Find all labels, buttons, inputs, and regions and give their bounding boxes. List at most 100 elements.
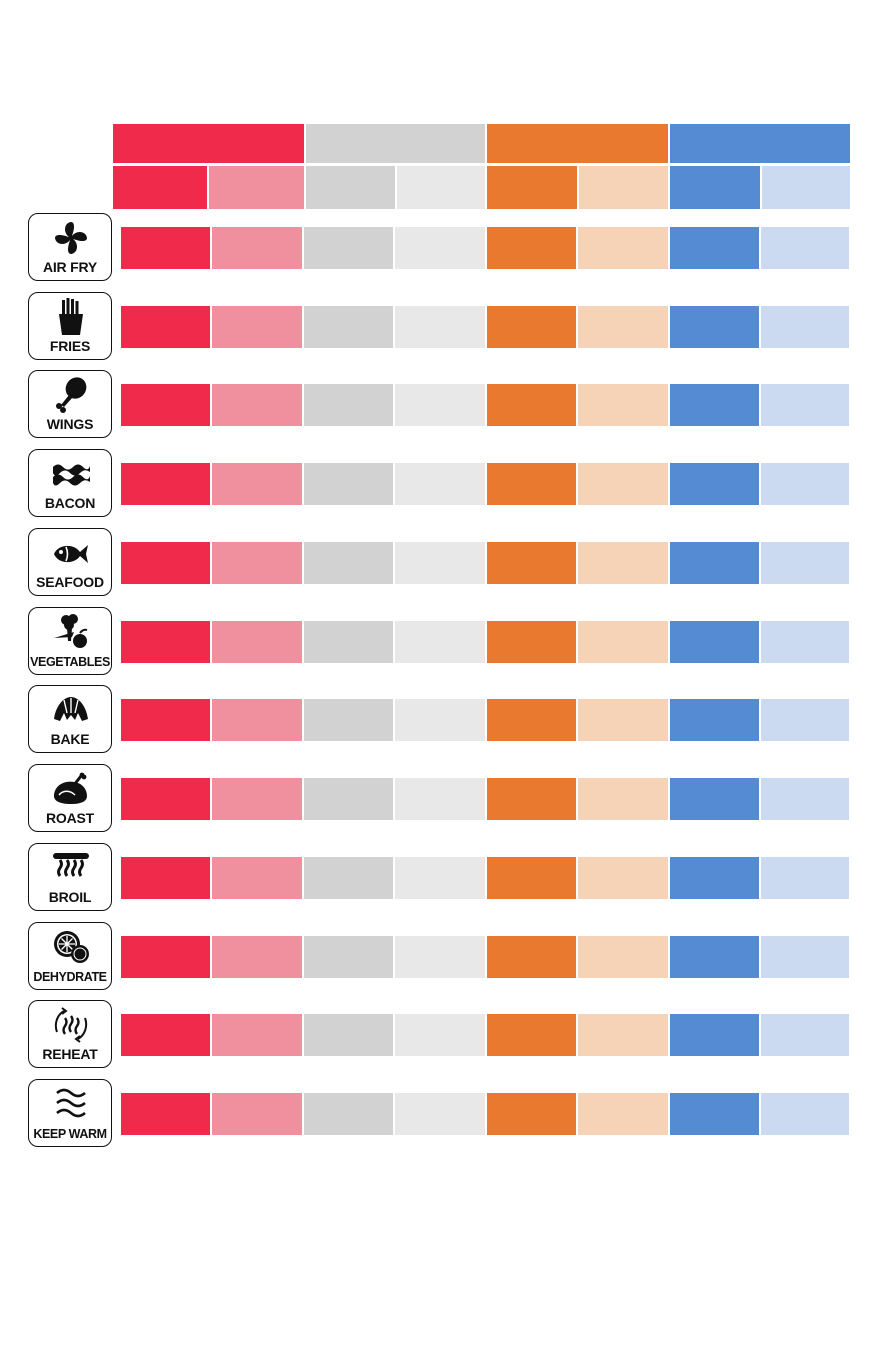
cell-r9-c2 [212,857,302,899]
cell-r1-c6 [578,227,668,269]
cell-r5-c1 [121,542,210,584]
preset-label-air-fry: AIR FRY [42,259,98,275]
cell-r4-c7 [670,463,759,505]
cell-r5-c4 [395,542,485,584]
cell-r5-c8 [761,542,849,584]
roast-chicken-icon [54,772,87,804]
cell-r2-c8 [761,306,849,348]
cell-r2-c7 [670,306,759,348]
cell-r2-c3 [304,306,393,348]
cell-r9-c4 [395,857,485,899]
preset-label-broil: BROIL [48,889,92,905]
cell-r4-c6 [578,463,668,505]
cell-r3-c3 [304,384,393,426]
fish-icon [54,545,88,563]
preset-button-vegetables[interactable]: VEGETABLES [28,607,112,675]
cell-r8-c7 [670,778,759,820]
preset-label-vegetables: VEGETABLES [30,655,110,669]
cell-r7-c6 [578,699,668,741]
subheader-blue-1 [670,166,760,209]
cell-r9-c3 [304,857,393,899]
preset-button-reheat[interactable]: REHEAT [28,1000,112,1068]
preset-button-bacon[interactable]: BACON [28,449,112,517]
cell-r8-c1 [121,778,210,820]
preset-label-wings: WINGS [46,416,94,432]
cell-r6-c1 [121,621,210,663]
preset-button-fries[interactable]: FRIES [28,292,112,360]
cell-r10-c5 [487,936,576,978]
preset-button-roast[interactable]: ROAST [28,764,112,832]
cell-r1-c3 [304,227,393,269]
cell-r11-c6 [578,1014,668,1056]
chicken-leg-icon [56,377,87,413]
cell-r10-c8 [761,936,849,978]
preset-label-fries: FRIES [49,338,91,354]
cell-r6-c4 [395,621,485,663]
subheader-orange-1 [487,166,577,209]
preset-button-bake[interactable]: BAKE [28,685,112,753]
cell-r2-c1 [121,306,210,348]
cell-r8-c2 [212,778,302,820]
cell-r11-c7 [670,1014,759,1056]
cell-r4-c3 [304,463,393,505]
cell-r6-c5 [487,621,576,663]
cell-r1-c5 [487,227,576,269]
cell-r4-c1 [121,463,210,505]
cell-r12-c6 [578,1093,668,1135]
cell-r12-c7 [670,1093,759,1135]
subheader-red-1 [113,166,207,209]
preset-label-roast: ROAST [45,810,94,826]
cell-r12-c1 [121,1093,210,1135]
cell-r11-c1 [121,1014,210,1056]
cell-r7-c5 [487,699,576,741]
cell-r3-c7 [670,384,759,426]
preset-button-wings[interactable]: WINGS [28,370,112,438]
cell-r5-c2 [212,542,302,584]
preset-label-keep-warm: KEEP WARM [33,1127,107,1141]
cell-r8-c3 [304,778,393,820]
preset-button-keep-warm[interactable]: KEEP WARM [28,1079,112,1147]
bacon-icon [53,464,90,486]
group-header-orange [487,124,668,163]
vegetables-icon [54,614,88,648]
preset-button-dehydrate[interactable]: DEHYDRATE [28,922,112,990]
cell-r4-c2 [212,463,302,505]
cell-r1-c2 [212,227,302,269]
cell-r10-c1 [121,936,210,978]
cell-r6-c2 [212,621,302,663]
subheader-red-2 [209,166,304,209]
preset-button-air-fry[interactable]: AIR FRY [28,213,112,281]
cell-r5-c6 [578,542,668,584]
cell-r5-c5 [487,542,576,584]
cell-r7-c3 [304,699,393,741]
preset-label-reheat: REHEAT [42,1046,98,1062]
preset-button-seafood[interactable]: SEAFOOD [28,528,112,596]
reheat-icon [54,1007,88,1043]
cell-r8-c8 [761,778,849,820]
cell-r4-c4 [395,463,485,505]
cell-r10-c3 [304,936,393,978]
cell-r1-c4 [395,227,485,269]
cell-r6-c6 [578,621,668,663]
preset-button-broil[interactable]: BROIL [28,843,112,911]
cell-r10-c7 [670,936,759,978]
subheader-gray-1 [306,166,395,209]
cell-r7-c2 [212,699,302,741]
croissant-icon [54,697,88,721]
preset-label-bake: BAKE [50,731,90,747]
keep-warm-icon [56,1088,86,1118]
cell-r3-c6 [578,384,668,426]
cell-r12-c4 [395,1093,485,1135]
cell-r9-c7 [670,857,759,899]
cell-r4-c5 [487,463,576,505]
cell-r3-c4 [395,384,485,426]
cell-r2-c6 [578,306,668,348]
cell-r6-c8 [761,621,849,663]
cell-r10-c2 [212,936,302,978]
cell-r1-c7 [670,227,759,269]
cell-r7-c4 [395,699,485,741]
fan-icon [55,222,87,254]
cell-r2-c2 [212,306,302,348]
cell-r3-c5 [487,384,576,426]
group-header-red [113,124,304,163]
